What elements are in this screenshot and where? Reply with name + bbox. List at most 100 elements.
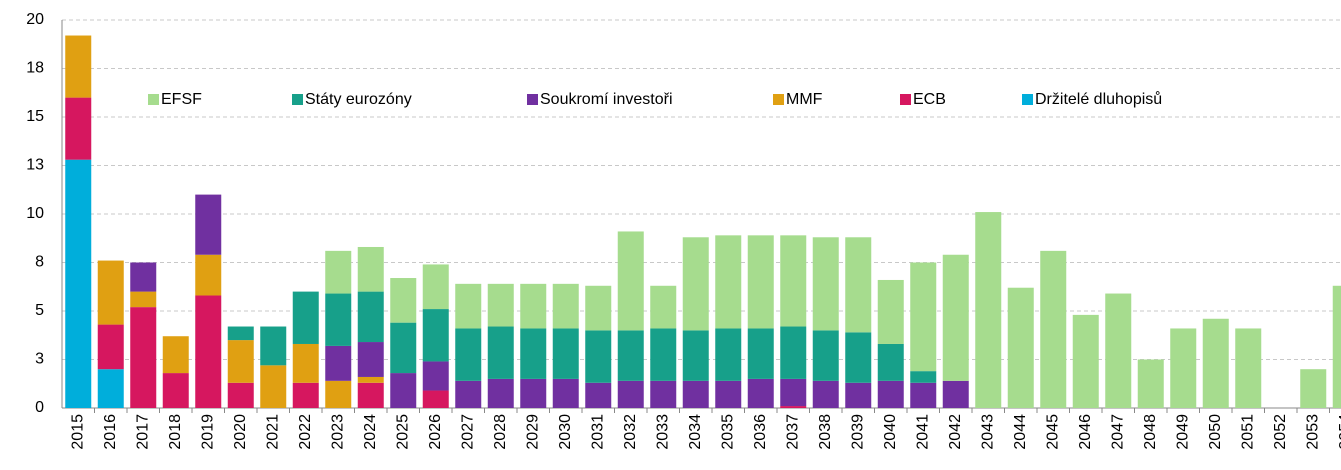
bar-segment: [455, 283, 482, 329]
bar-segment: [227, 340, 254, 383]
bar-segment: [195, 295, 222, 408]
y-tick-label: 18: [26, 60, 44, 77]
bar-segment: [1332, 285, 1341, 408]
bar-segment: [780, 326, 807, 379]
bar-segment: [130, 262, 157, 292]
bar-segment: [520, 328, 547, 379]
x-tick-label: 2029: [524, 414, 541, 450]
x-tick-label: 2024: [362, 414, 379, 450]
bar-segment: [520, 378, 547, 408]
bar-segment: [97, 369, 124, 408]
bar-segment: [390, 278, 417, 323]
bar-segment: [617, 231, 644, 331]
x-tick-label: 2023: [329, 414, 346, 450]
bar-segment: [650, 328, 677, 381]
bar-segment: [585, 285, 612, 331]
legend-swatch: [292, 94, 303, 105]
bar-segment: [845, 237, 872, 333]
x-tick-label: 2016: [102, 414, 119, 450]
bar-segment: [292, 343, 319, 383]
y-tick-label: 10: [26, 205, 44, 222]
bar-segment: [780, 235, 807, 327]
bar-segment: [780, 378, 807, 407]
x-tick-label: 2039: [849, 414, 866, 450]
bar-segment: [650, 380, 677, 408]
legend-label: Soukromí investoři: [540, 91, 673, 108]
x-tick-label: 2049: [1174, 414, 1191, 450]
bar-segment: [942, 254, 969, 381]
y-tick-label: 13: [26, 157, 44, 174]
bar-segment: [162, 336, 189, 374]
x-tick-label: 2043: [979, 414, 996, 450]
bar-segment: [552, 283, 579, 329]
x-tick-label: 2033: [654, 414, 671, 450]
legend-swatch: [148, 94, 159, 105]
bar-segment: [130, 291, 157, 308]
bar-segment: [422, 264, 449, 310]
x-tick-label: 2040: [882, 414, 899, 450]
x-tick-label: 2032: [622, 414, 639, 450]
y-tick-label: 0: [35, 399, 44, 416]
bar-segment: [487, 378, 514, 408]
bar-segment: [195, 254, 222, 296]
bar-segment: [812, 237, 839, 331]
bar-segment: [325, 345, 352, 381]
y-tick-label: 8: [35, 254, 44, 271]
x-tick-label: 2050: [1207, 414, 1224, 450]
x-tick-label: 2047: [1109, 414, 1126, 450]
bar-segment: [1170, 328, 1197, 408]
bar-segment: [487, 326, 514, 379]
bar-segment: [455, 328, 482, 381]
bar-segment: [650, 285, 677, 329]
bar-segment: [747, 378, 774, 408]
bar-segment: [65, 97, 92, 160]
x-tick-label: 2045: [1044, 414, 1061, 450]
x-tick-label: 2018: [167, 414, 184, 450]
bar-segment: [1105, 293, 1132, 408]
bar-segment: [1007, 287, 1034, 408]
bar-segment: [97, 260, 124, 325]
bar-segment: [877, 380, 904, 408]
x-tick-label: 2020: [232, 414, 249, 450]
bar-segment: [910, 382, 937, 408]
legend-label: MMF: [786, 91, 823, 108]
bar-segment: [227, 382, 254, 408]
bar-segment: [227, 326, 254, 341]
bar-segment: [260, 326, 287, 366]
bar-segment: [65, 159, 92, 408]
x-tick-label: 2036: [752, 414, 769, 450]
y-tick-label: 3: [35, 351, 44, 368]
x-tick-label: 2021: [264, 414, 281, 450]
bar-segment: [357, 342, 384, 377]
x-tick-label: 2027: [459, 414, 476, 450]
x-tick-label: 2048: [1142, 414, 1159, 450]
bar-segment: [1235, 328, 1262, 408]
legend-label: Držitelé dluhopisů: [1035, 90, 1162, 108]
x-tick-label: 2052: [1272, 414, 1289, 450]
bar-segment: [845, 382, 872, 408]
x-tick-label: 2022: [297, 414, 314, 450]
bar-segment: [357, 376, 384, 383]
x-tick-label: 2030: [557, 414, 574, 450]
bar-segment: [747, 328, 774, 379]
bar-segment: [780, 406, 807, 408]
bar-segment: [65, 35, 92, 98]
bar-segment: [812, 380, 839, 408]
legend-swatch: [900, 94, 911, 105]
bar-segment: [747, 235, 774, 329]
x-tick-label: 2015: [69, 414, 86, 450]
x-tick-label: 2046: [1077, 414, 1094, 450]
bar-segment: [422, 361, 449, 391]
bar-segment: [617, 380, 644, 408]
bar-segment: [877, 279, 904, 344]
bar-segment: [520, 283, 547, 329]
bar-segment: [617, 330, 644, 381]
bar-segment: [682, 330, 709, 381]
bar-segment: [585, 382, 612, 408]
x-tick-label: 2019: [199, 414, 216, 450]
x-tick-label: 2028: [492, 414, 509, 450]
bar-segment: [390, 373, 417, 408]
x-tick-label: 2053: [1304, 414, 1321, 450]
x-tick-label: 2026: [427, 414, 444, 450]
bar-segment: [877, 343, 904, 381]
